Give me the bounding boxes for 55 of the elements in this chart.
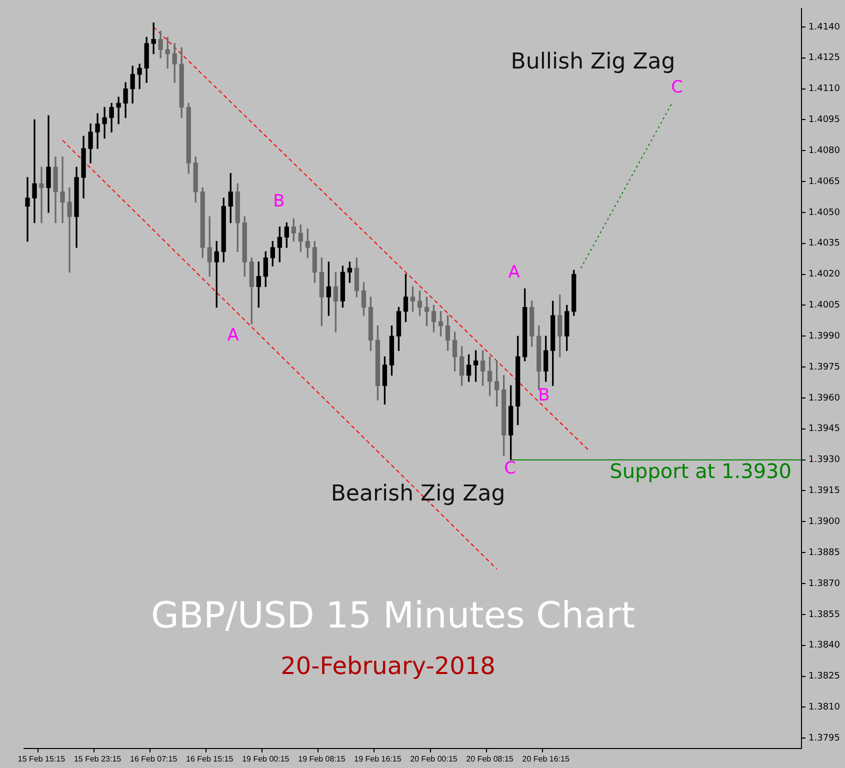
- y-tick-label: 1.4110: [808, 84, 840, 94]
- y-tick-label: 1.3930: [808, 455, 840, 466]
- candlestick: [95, 113, 100, 149]
- x-tick-label: 16 Feb 15:15: [186, 754, 234, 764]
- y-tick-label: 1.3975: [808, 362, 840, 372]
- annotation: B: [273, 191, 285, 212]
- x-tick-label: 20 Feb 16:15: [522, 754, 570, 764]
- x-tick-label: 19 Feb 08:15: [298, 754, 346, 764]
- y-tick-label: 1.3795: [808, 733, 840, 744]
- y-tick-label: 1.3885: [808, 548, 840, 558]
- y-tick-label: 1.3825: [808, 672, 840, 682]
- candlestick: [32, 119, 37, 224]
- y-tick-label: 1.3810: [808, 702, 840, 713]
- candlestick: [116, 96, 121, 124]
- x-tick-label: 19 Feb 00:15: [242, 754, 290, 764]
- candlestick: [46, 115, 51, 213]
- annotation: Bearish Zig Zag: [330, 482, 506, 507]
- x-tick-label: 15 Feb 23:15: [74, 754, 122, 764]
- y-tick-label: 1.4080: [808, 146, 840, 156]
- annotation: C: [671, 77, 683, 98]
- annotation: C: [504, 458, 516, 478]
- annotation: B: [538, 385, 550, 406]
- y-tick-label: 1.4065: [808, 176, 840, 187]
- y-tick-label: 1.4125: [808, 53, 840, 64]
- y-tick-label: 1.4005: [808, 300, 840, 311]
- y-tick-label: 1.3990: [808, 331, 840, 342]
- candlestick: [67, 187, 72, 273]
- y-tick-label: 1.4020: [808, 270, 840, 280]
- candlestick: [137, 64, 142, 90]
- y-tick-label: 1.3900: [808, 517, 840, 528]
- text: GBP/USD 15 Minutes Chart: [150, 595, 636, 636]
- y-tick-label: 1.3960: [808, 393, 840, 404]
- x-tick-label: 19 Feb 16:15: [354, 754, 402, 764]
- y-tick-label: 1.3855: [808, 610, 840, 620]
- candlestick: [39, 166, 44, 224]
- x-tick-label: 20 Feb 00:15: [410, 754, 458, 764]
- candlestick: [102, 107, 107, 139]
- y-tick-label: 1.3840: [808, 640, 840, 651]
- annotation: A: [508, 262, 520, 282]
- y-tick-label: 1.4140: [808, 22, 840, 32]
- y-tick-label: 1.3945: [808, 424, 840, 434]
- annotation: Bullish Zig Zag: [510, 50, 676, 75]
- y-tick-label: 1.4035: [808, 238, 840, 249]
- ref-line-label: Support at 1.3930: [610, 459, 792, 484]
- annotation: A: [227, 325, 240, 346]
- x-tick-label: 16 Feb 07:15: [130, 754, 178, 764]
- y-tick-label: 1.4095: [808, 115, 840, 126]
- candlestick: [60, 156, 65, 224]
- y-tick-label: 1.3915: [808, 486, 840, 496]
- candlestick: [25, 177, 30, 242]
- x-tick-label: 20 Feb 08:15: [466, 754, 514, 764]
- text: 20-February-2018: [280, 652, 496, 680]
- x-tick-label: 15 Feb 15:15: [18, 754, 66, 764]
- y-tick-label: 1.3870: [808, 578, 840, 589]
- y-tick-label: 1.4050: [808, 208, 840, 218]
